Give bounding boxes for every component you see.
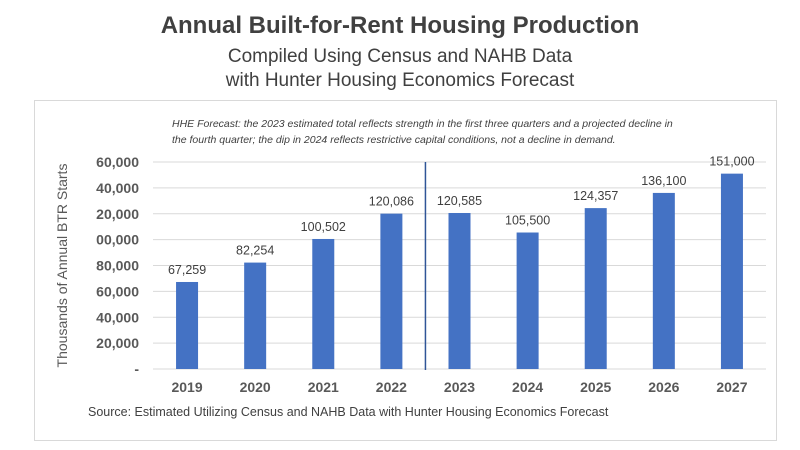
bar-2024 <box>516 232 539 369</box>
y-tick-label: - <box>134 361 139 377</box>
y-axis-label: Thousands of Annual BTR Starts <box>54 164 70 368</box>
x-tick-label: 2021 <box>308 379 339 395</box>
chart-title: Annual Built-for-Rent Housing Production <box>160 12 640 39</box>
y-tick-label: 40,000 <box>96 309 139 325</box>
bar-2026 <box>652 192 675 369</box>
x-tick-label: 2025 <box>580 379 611 395</box>
chart-frame <box>34 100 777 441</box>
x-tick-label: 2019 <box>171 379 202 395</box>
bar-2023 <box>448 212 471 369</box>
bar-2020 <box>244 262 267 369</box>
data-label-2024: 105,500 <box>505 214 550 228</box>
data-label-2027: 151,000 <box>709 155 754 169</box>
annotation-line-2: the fourth quarter; the dip in 2024 refl… <box>172 134 616 146</box>
y-tick-label: 60,000 <box>96 154 139 170</box>
x-tick-label: 2027 <box>716 379 747 395</box>
chart-subtitle-line-2: with Hunter Housing Economics Forecast <box>225 70 575 91</box>
x-tick-label: 2023 <box>444 379 475 395</box>
y-tick-label: 20,000 <box>96 206 139 222</box>
y-tick-label: 60,000 <box>96 283 139 299</box>
chart-subtitle-line-1: Compiled Using Census and NAHB Data <box>227 46 573 67</box>
y-tick-label: 20,000 <box>96 335 139 351</box>
x-tick-label: 2022 <box>376 379 407 395</box>
x-tick-label: 2026 <box>648 379 679 395</box>
source-note: Source: Estimated Utilizing Census and N… <box>88 405 609 419</box>
bar-2022 <box>380 213 403 369</box>
bar-2025 <box>584 208 607 369</box>
forecast-annotation: HHE Forecast: the 2023 estimated total r… <box>172 116 762 148</box>
x-tick-label: 2020 <box>240 379 271 395</box>
x-tick-label: 2024 <box>512 379 543 395</box>
bar-2027 <box>720 173 743 369</box>
bar-2021 <box>312 238 335 369</box>
bar-2019 <box>176 281 199 369</box>
data-label-2019: 67,259 <box>168 263 206 277</box>
data-label-2021: 100,502 <box>301 220 346 234</box>
data-label-2026: 136,100 <box>641 174 686 188</box>
y-tick-label: 00,000 <box>96 232 139 248</box>
data-label-2022: 120,086 <box>369 195 414 209</box>
annotation-line-1: HHE Forecast: the 2023 estimated total r… <box>172 118 673 130</box>
data-label-2023: 120,585 <box>437 194 482 208</box>
y-tick-label: 40,000 <box>96 180 139 196</box>
data-label-2025: 124,357 <box>573 189 618 203</box>
data-label-2020: 82,254 <box>236 244 274 258</box>
y-tick-label: 80,000 <box>96 258 139 274</box>
